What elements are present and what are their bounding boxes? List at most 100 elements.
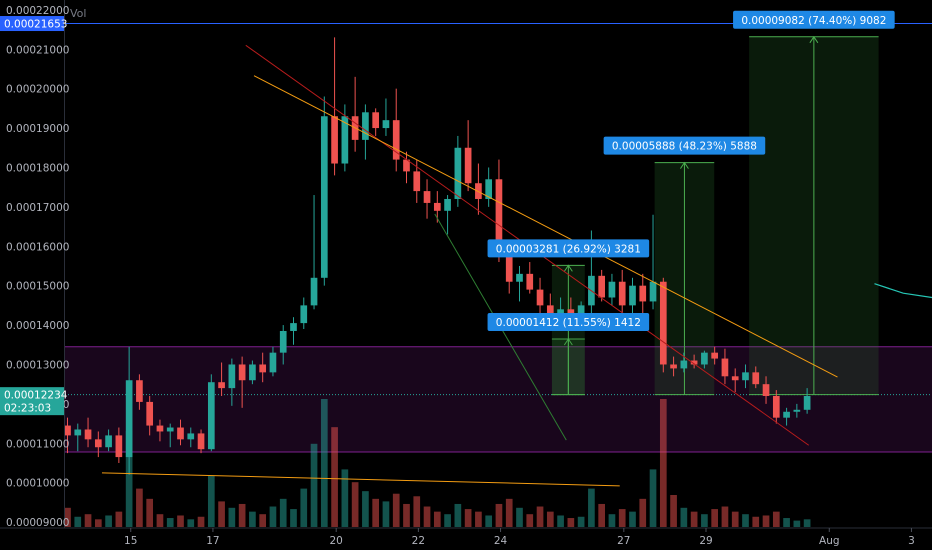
measure-badge-text-2: 0.00003281 (26.92%) 3281 [496,243,641,255]
candle-body [372,112,380,129]
volume-bar [382,501,390,527]
candle-body [690,360,698,365]
candle-body [598,275,606,298]
volume-bar [721,506,729,527]
candle-body [413,171,421,192]
candle-body [403,159,410,172]
candle-body [701,352,708,365]
measure-badge-2 [487,239,650,258]
candle-body [228,364,236,389]
volume-bar [279,498,287,527]
volume-bar [639,498,647,527]
candle-body [803,396,811,410]
y-tick-label: 0.00019000 [6,123,69,135]
volume-bar [146,498,154,527]
candle-body [742,372,749,381]
x-tick-label: 27 [617,535,630,547]
volume-bar [372,498,380,527]
candle-body [187,433,195,440]
candle-body [94,439,102,448]
y-tick-label: 0.00014000 [6,320,69,332]
volume-bar [793,520,801,527]
volume-bar [218,501,225,527]
volume-bar [444,514,451,527]
volume-bar [629,511,636,527]
countdown-label: 02:23:03 [4,403,51,415]
candle-body [783,411,790,418]
candle-body [197,433,205,450]
volume-bar [341,469,349,527]
volume-bar [649,469,657,527]
volume-bar [310,443,318,527]
y-tick-label: 0.00022000 [6,5,69,17]
candle-body [341,116,349,164]
y-tick-label: 0.00021000 [6,44,69,56]
candle-body [392,120,400,160]
candle-body [166,427,174,432]
candle-body [269,352,277,373]
candle-body [105,435,112,448]
volume-bar [495,503,503,527]
volume-bar [526,514,534,527]
candle-body [485,179,493,199]
volume-bar [259,514,267,527]
volume-bar [64,507,71,527]
volume-bar [136,488,143,527]
candle-body [207,382,215,450]
candle-body [115,435,123,458]
measure-badge-text-3: 0.00005888 (48.23%) 5888 [612,141,757,153]
volume-bar [187,519,195,527]
candle-body [74,429,82,436]
candle-body [762,384,770,396]
y-tick-label: 0.00015000 [6,281,69,293]
candle-body [608,281,616,298]
volume-bar [403,503,410,527]
volume-bar [290,509,297,527]
candle-body [639,285,647,302]
volume-bar [105,515,112,527]
volume-bar [701,514,708,527]
candle-body [505,254,513,282]
volume-bar [783,518,790,527]
candle-body [629,285,636,306]
volume-bar [433,511,441,527]
x-tick-label: 15 [124,535,137,547]
volume-bar [177,515,184,527]
measure-badge-3 [603,136,766,155]
volume-bar [680,507,688,527]
volume-bar [670,495,677,527]
candle-body [721,358,729,377]
y-tick-label: 0.00013000 [6,359,69,371]
last-price-badge [0,387,64,416]
measure-badge-text-4: 0.00009082 (74.40%) 9082 [741,15,886,27]
volume-bar [536,506,544,527]
candle-body [125,380,133,458]
volume-bar [423,506,431,527]
y-tick-label: 0.00010000 [6,478,69,490]
volume-bar [505,498,513,527]
volume-bar [608,514,616,527]
candle-body [546,305,554,318]
volume-bar [464,509,472,527]
volume-bar [300,488,308,527]
candle-body [238,364,246,381]
candle-body [218,382,225,389]
candle-body [454,147,462,199]
y-tick-label: 0.00018000 [6,162,69,174]
volume-bar [331,427,338,527]
candle-body [495,179,503,255]
candle-body [382,120,390,129]
x-tick-label: 22 [412,535,425,547]
volume-bar [598,503,606,527]
candle-body [659,281,667,365]
x-tick-label: 20 [330,535,343,547]
last-price-label: 0.00012234 [4,390,68,402]
candle-body [444,198,451,211]
volume-bar [546,511,554,527]
x-tick-label: 29 [699,535,712,547]
volume-bar [659,399,667,527]
candle-body [310,277,318,306]
candle-body [259,364,267,373]
volume-bar [762,515,770,527]
